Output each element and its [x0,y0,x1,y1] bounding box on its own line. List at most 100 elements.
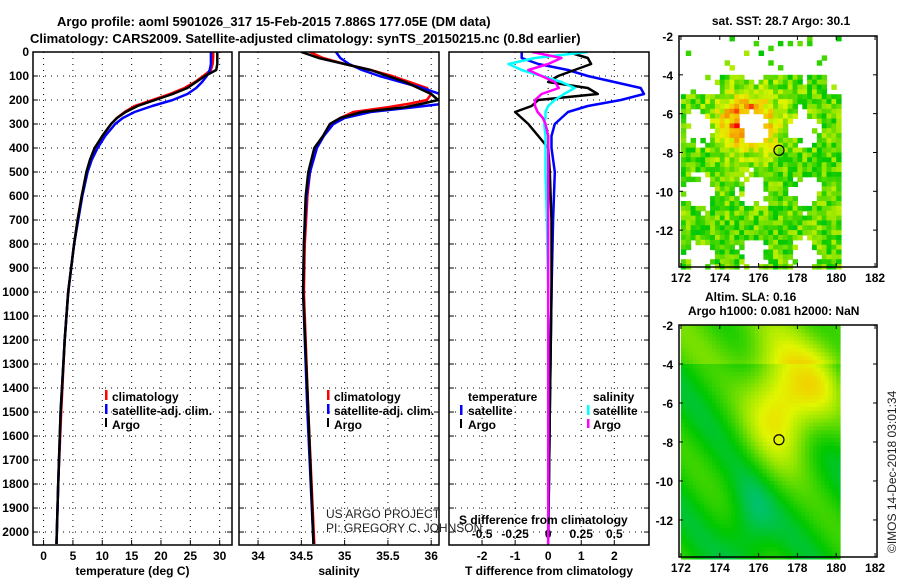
map-cell [766,340,771,345]
map-cell [708,391,713,396]
map-cell [684,426,690,431]
map-cell [821,191,828,197]
map-cell [724,142,730,149]
map-cell [770,504,775,509]
map-cell [731,399,736,404]
map-cell [680,325,686,330]
map-cell [758,520,763,525]
map-cell [743,531,748,537]
map-cell [832,484,837,490]
map-cell [758,94,764,100]
map-cell [807,147,813,153]
map-cell [781,430,787,435]
map-cell [688,473,694,478]
map-cell [727,543,732,548]
map-cell [773,162,779,168]
map-cell [700,422,705,427]
map-cell [684,449,690,455]
map-cell [710,210,716,217]
legend-swatch-s-argo [587,419,590,428]
map-cell [809,344,814,349]
map-cell [712,387,717,392]
map-cell [704,469,709,474]
map-cell [801,364,806,369]
map-cell [832,543,837,548]
map-cell [743,426,748,431]
map-cell [816,147,823,153]
map-cell [692,383,697,388]
map-cell [801,410,806,416]
map-cell [734,128,740,134]
map-cell [704,551,709,556]
x-tick-label: 25 [184,549,198,563]
map-cell [724,84,730,90]
map-cell [715,488,721,494]
map-cell [729,137,735,144]
map-cell [684,356,690,361]
map-cell [753,40,760,47]
map-cell [832,383,837,388]
map-cell [782,123,789,129]
map-cell [723,352,728,357]
map-cell [816,249,823,255]
map-cell [739,371,744,377]
map-cell [727,504,732,509]
map-cell [692,445,697,451]
map-cell [766,531,771,537]
map-cell [763,181,769,187]
map-cell [684,367,690,373]
map-cell [766,539,771,544]
map-cell [782,244,789,251]
map-cell [789,395,794,400]
map-cell [801,504,806,509]
map-cell [685,162,692,168]
map-cell [746,539,752,544]
map-cell [727,383,732,388]
map-cell [743,395,748,400]
map-cell [719,259,726,265]
map-cell [700,99,706,105]
map-cell [719,360,725,365]
map-cell [758,500,763,505]
map-cell [787,225,794,231]
map-cell [821,181,828,187]
map-cell [809,364,814,369]
map-cell [793,508,798,513]
map-cell [739,94,745,100]
map-cell [797,547,802,552]
map-cell [789,434,794,439]
map-cell [809,375,814,381]
map-cell [763,99,769,105]
map-cell [785,508,791,513]
map-cell [715,430,721,435]
map-cell [748,99,755,105]
map-cell [789,442,794,447]
map-cell [685,205,692,212]
map-cell [734,249,740,255]
map-cell [816,438,822,443]
map-cell [758,465,763,470]
depth-tick-label: 300 [9,117,29,131]
map-cell [793,406,798,412]
map-cell [766,523,771,529]
map-cell [714,171,721,178]
map-cell [690,176,696,183]
map-cell [719,406,725,412]
map-cell [758,336,763,342]
map-cell [696,527,701,533]
map-cell [692,328,697,334]
map-cell [763,254,769,260]
map-cell [734,84,740,90]
map-cell [758,449,763,455]
map-cell [719,328,725,334]
map-cell [723,527,728,533]
map-cell [809,325,814,330]
map-cell [812,531,818,537]
map-cell [821,89,828,95]
map-cell [734,254,740,260]
map-cell [684,332,690,338]
map-cell [793,352,798,357]
map-cell [735,410,740,416]
map-cell [785,473,791,478]
